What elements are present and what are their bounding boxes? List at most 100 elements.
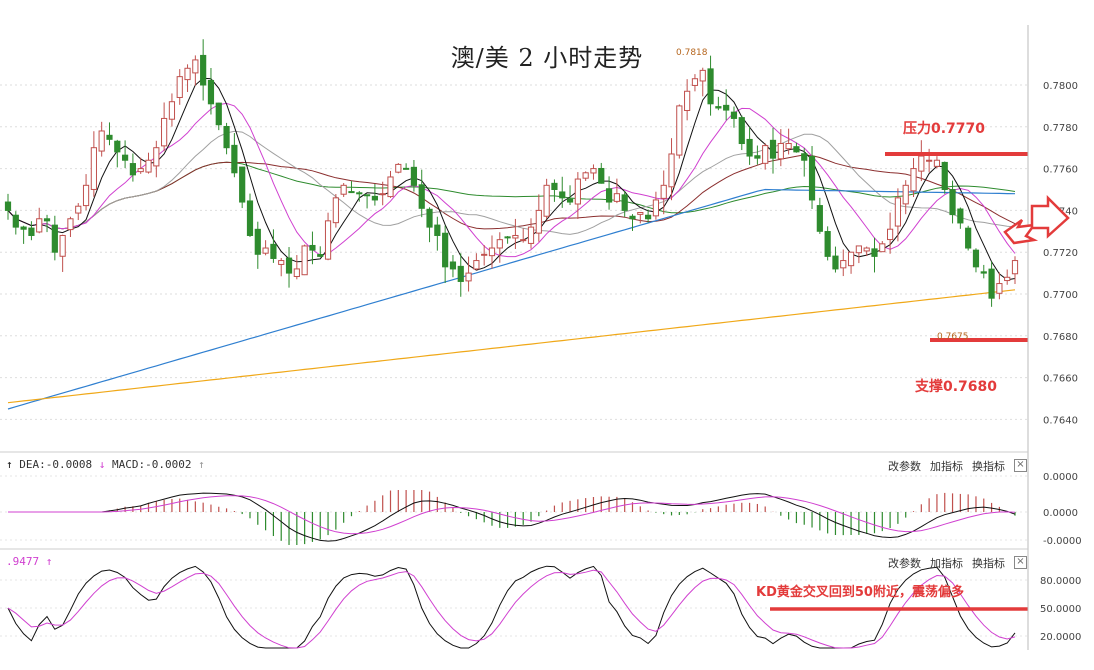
candle-down	[317, 254, 324, 257]
candle-down	[200, 54, 207, 86]
candle-down	[270, 243, 277, 259]
candle-up	[894, 197, 902, 227]
candle-down	[754, 155, 761, 159]
candle-down	[598, 167, 605, 184]
candle-up	[332, 197, 339, 224]
candle-up	[153, 147, 160, 167]
candle-up	[926, 159, 933, 162]
candle-down	[12, 214, 19, 228]
candle-up	[847, 251, 855, 267]
candle-up	[496, 239, 503, 249]
candle-down	[239, 166, 246, 203]
candle-down	[715, 106, 722, 109]
price-tick-label: 0.7720	[1043, 248, 1078, 259]
candle-down	[121, 154, 129, 161]
candle-down	[504, 236, 511, 239]
candle-down	[808, 155, 816, 201]
candle-up	[278, 260, 285, 265]
kd-tick-label: 20.0000	[1040, 632, 1081, 643]
candle-down	[832, 255, 839, 270]
candle-down	[566, 198, 574, 203]
kd-add-indicator-button[interactable]: 加指标	[930, 557, 963, 570]
candle-down	[738, 117, 745, 145]
candle-up	[488, 247, 496, 257]
candle-up	[473, 260, 480, 270]
candle-down	[215, 102, 222, 126]
candle-up	[98, 130, 105, 152]
candle-down	[730, 111, 738, 119]
candle-up	[1004, 276, 1011, 282]
macd-value: MACD:-0.0002	[111, 458, 192, 471]
candle-down	[559, 191, 566, 199]
price-tick-label: 0.7680	[1043, 332, 1078, 343]
dea-value: DEA:-0.0008	[19, 458, 93, 471]
candle-down	[309, 244, 316, 251]
price-tick-label: 0.7780	[1043, 123, 1078, 134]
candle-up	[840, 260, 847, 269]
macd-header: ↑ DEA:-0.0008 ↓ MACD:-0.0002 ↑	[6, 458, 205, 471]
kd-switch-indicator-button[interactable]: 换指标	[972, 557, 1005, 570]
candle-up	[192, 59, 199, 74]
dea-line	[8, 495, 1016, 535]
candle-down	[207, 79, 215, 105]
price-tick-label: 0.7760	[1043, 165, 1078, 176]
candle-up	[910, 168, 917, 192]
kd-tick-label: 80.0000	[1040, 576, 1081, 587]
candle-up	[637, 211, 644, 215]
candle-up	[684, 90, 691, 111]
candle-down	[442, 232, 449, 268]
candle-down	[941, 161, 948, 190]
candle-down	[410, 166, 418, 186]
candle-down	[949, 189, 956, 216]
macd-change-params-button[interactable]: 改参数	[888, 460, 921, 473]
candle-up	[1011, 260, 1019, 275]
candle-down	[980, 271, 987, 274]
price-tick-label: 0.7800	[1043, 81, 1078, 92]
ma250-line	[7, 289, 1016, 404]
macd-switch-indicator-button[interactable]: 换指标	[972, 460, 1005, 473]
kd-close-button[interactable]: ×	[1014, 556, 1027, 569]
low-price-label: 0.7675	[937, 332, 969, 342]
candle-down	[106, 134, 113, 140]
candle-up	[660, 184, 667, 199]
candle-down	[957, 208, 964, 224]
candle-up	[145, 159, 152, 173]
candle-up	[262, 247, 269, 254]
ma60-line	[7, 161, 1016, 230]
kd-change-params-button[interactable]: 改参数	[888, 557, 921, 570]
candle-up	[676, 105, 683, 156]
dif-line	[8, 492, 1016, 542]
kd-tick-label: 50.0000	[1040, 604, 1081, 615]
candle-down	[449, 261, 457, 270]
candle-down	[418, 184, 425, 209]
candle-up	[301, 245, 308, 276]
candle-up	[59, 234, 66, 257]
candle-up	[902, 184, 909, 205]
d-line	[7, 569, 1016, 649]
candle-down	[824, 231, 831, 257]
macd-add-indicator-button[interactable]: 加指标	[930, 460, 963, 473]
candle-down	[223, 125, 230, 149]
candle-up	[481, 253, 488, 256]
candle-up	[574, 178, 581, 205]
macd-close-button[interactable]: ×	[1014, 459, 1027, 472]
candle-up	[75, 205, 82, 214]
candle-down	[723, 104, 730, 111]
candle-down	[965, 227, 972, 249]
rebound-arrow-icon	[1003, 218, 1039, 245]
candle-up	[699, 69, 706, 82]
candle-down	[793, 146, 800, 153]
candle-up	[512, 234, 519, 239]
candle-down	[403, 167, 410, 170]
candle-up	[176, 76, 183, 98]
candle-up	[762, 145, 769, 164]
support-label: 支撑0.7680	[915, 379, 998, 395]
candle-up	[36, 218, 43, 233]
macd-tick-label: 0.0000	[1043, 472, 1078, 483]
candle-down	[246, 200, 254, 236]
candle-down	[871, 248, 878, 257]
candle-up	[137, 168, 144, 173]
candle-down	[348, 191, 355, 194]
candle-down	[621, 194, 628, 211]
candle-up	[933, 159, 941, 167]
